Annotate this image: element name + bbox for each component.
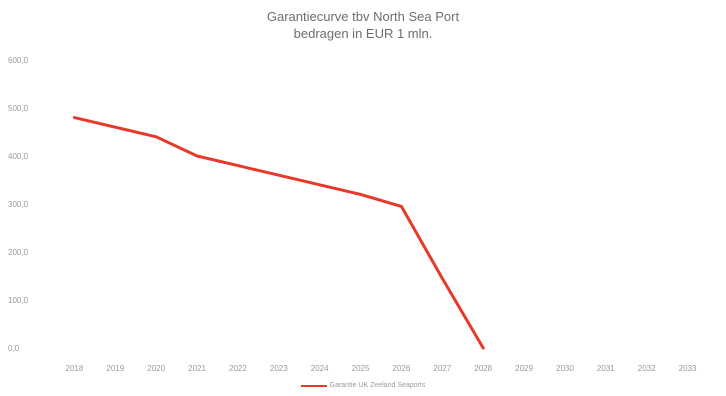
x-tick-label: 2022: [229, 364, 247, 373]
y-tick-label: 0,0: [8, 344, 20, 353]
x-tick-label: 2023: [270, 364, 288, 373]
x-tick-label: 2024: [311, 364, 329, 373]
chart-subtitle: bedragen in EUR 1 mln.: [293, 26, 433, 41]
x-axis-ticks: 2018 2019 2020 2021 2022 2023 2024 2025 2026 2027…: [66, 364, 697, 373]
x-tick-label: 2026: [393, 364, 411, 373]
x-tick-label: 2032: [638, 364, 656, 373]
chart-legend: Garantie UK Zeeland Seaports: [0, 382, 726, 389]
x-tick-label: 2019: [106, 364, 124, 373]
x-tick-label: 2021: [188, 364, 206, 373]
y-tick-label: 400,0: [8, 152, 29, 161]
x-tick-label: 2030: [556, 364, 574, 373]
y-tick-label: 200,0: [8, 248, 29, 257]
y-axis-ticks: 0,0 100,0 200,0 300,0 400,0 500,0 600,0: [8, 56, 29, 353]
x-tick-label: 2028: [474, 364, 492, 373]
x-tick-label: 2031: [597, 364, 615, 373]
series-layer: [72, 116, 485, 350]
y-tick-label: 300,0: [8, 200, 29, 209]
x-tick-label: 2027: [433, 364, 451, 373]
x-tick-label: 2033: [679, 364, 697, 373]
x-tick-label: 2025: [352, 364, 370, 373]
y-tick-label: 500,0: [8, 104, 29, 113]
x-tick-label: 2029: [515, 364, 533, 373]
chart-title-block: Garantiecurve tbv North Sea Port bedrage…: [0, 8, 726, 42]
legend-swatch: [300, 384, 327, 387]
chart-title: Garantiecurve tbv North Sea Port: [266, 9, 460, 24]
series-line: [72, 116, 485, 350]
x-tick-label: 2018: [66, 364, 84, 373]
legend-label: Garantie UK Zeeland Seaports: [329, 382, 426, 389]
y-tick-label: 600,0: [8, 56, 29, 65]
y-tick-label: 100,0: [8, 296, 29, 305]
x-tick-label: 2020: [147, 364, 165, 373]
